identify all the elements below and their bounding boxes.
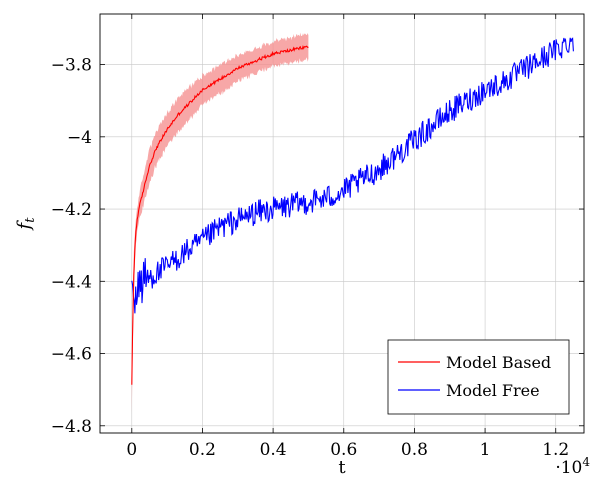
plot-frame <box>99 13 585 434</box>
y-tick-label: −4.4 <box>51 272 92 292</box>
x-tick-label: 1 <box>480 440 491 460</box>
legend-box <box>387 339 570 415</box>
x-axis-exponent: ·104 <box>555 455 590 478</box>
y-tick-label: −4.2 <box>51 200 92 220</box>
y-tick-label: −3.8 <box>51 56 92 76</box>
model-based-line <box>131 44 309 385</box>
ticks: 0 0.2 0.4 0.6 0.8 1 1.2 −4.8 −4.6 −4.4 −4.2 −4 −3.8 <box>51 14 584 460</box>
legend-label-model-based: Model Based <box>446 353 551 372</box>
y-tick-label: −4.6 <box>51 345 92 365</box>
x-tick-label: 0.2 <box>189 440 216 460</box>
series-layer <box>131 32 574 414</box>
x-tick-label: 0.6 <box>330 440 357 460</box>
x-tick-label: 0 <box>126 440 137 460</box>
x-tick-label: 0.4 <box>260 440 287 460</box>
x-tick-label: 0.8 <box>401 440 428 460</box>
y-tick-label: −4 <box>67 128 92 148</box>
grid <box>100 14 584 433</box>
x-axis-exponent-base: ·10 <box>555 458 582 478</box>
x-axis-label: t <box>338 457 346 478</box>
x-axis-exponent-power: 4 <box>582 455 590 469</box>
model-free-line <box>131 37 574 314</box>
legend-label-model-free: Model Free <box>446 381 540 400</box>
legend: Model Based Model Free <box>387 339 570 415</box>
y-axis-label: ft <box>14 217 38 232</box>
x-tick-label: 1.2 <box>542 440 569 460</box>
y-axis-label-subscript: t <box>23 217 38 223</box>
y-tick-label: −4.8 <box>51 417 92 437</box>
model-based-band <box>131 32 309 414</box>
